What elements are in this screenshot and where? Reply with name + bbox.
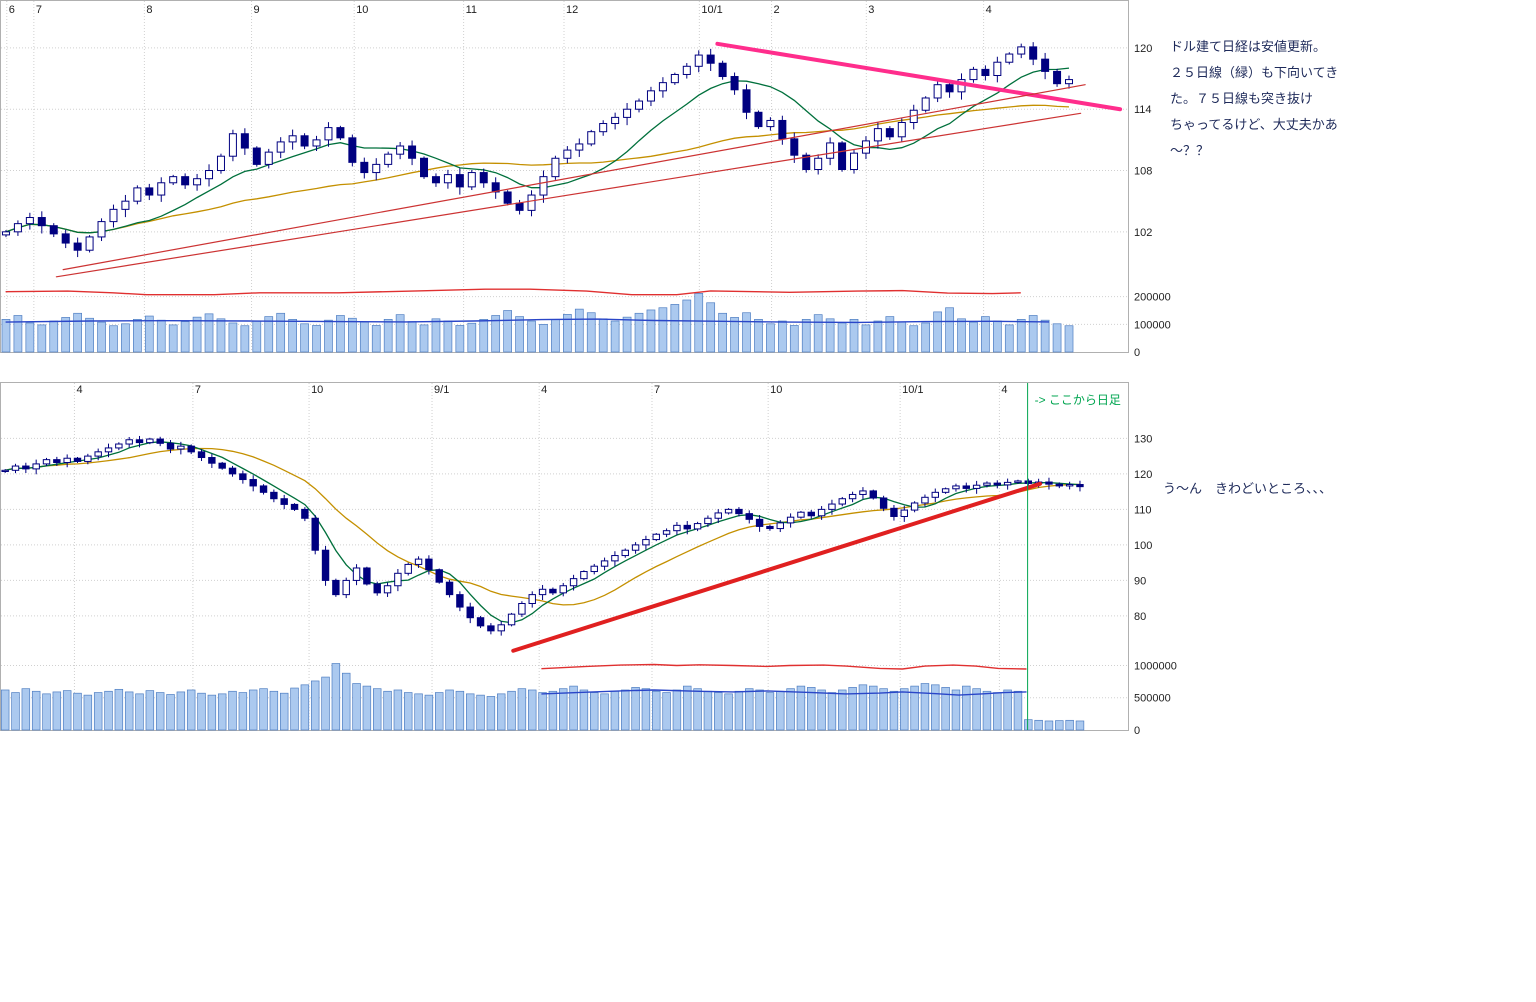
volume-red-line (541, 663, 1027, 670)
trendline (62, 84, 1086, 271)
dollar-nikkei-weekly-chart: 4 7 10 9/1 4 7 10 10/1 4 130 120 110 100 90 80 1000000 5… (0, 382, 1177, 734)
y-axis-label: 130 (1134, 433, 1152, 445)
volume-bars (1, 293, 1074, 353)
x-axis-label: 7 (195, 384, 201, 396)
bottom-chart-comment: う～ん きわどいところ、、、 (1163, 481, 1333, 496)
volume-blue-line (541, 689, 1027, 696)
daily-start-label: -> ここから日足 (1035, 393, 1121, 407)
x-axis-label: 2 (774, 4, 780, 16)
ma-orange-line (5, 447, 1081, 606)
x-axis-label: 9 (254, 4, 260, 16)
x-axis-label: 4 (76, 384, 82, 396)
volume-axis-label: 0 (1134, 347, 1140, 359)
trendline (715, 41, 1123, 112)
y-axis-label: 102 (1134, 227, 1152, 239)
candlestick-series (1, 435, 1084, 636)
ma-green-line (5, 441, 1081, 624)
y-axis-label: 110 (1134, 504, 1152, 516)
grid-layer: 6 7 8 9 10 11 12 10/1 2 3 4 120 114 108 102 200000 10000… (1, 1, 1171, 359)
x-axis-label: 4 (541, 384, 547, 396)
volume-red-line (5, 288, 1021, 296)
y-axis-label: 114 (1134, 104, 1152, 116)
x-axis-label: 8 (146, 4, 152, 16)
x-axis-label: 9/1 (434, 384, 449, 396)
trendline (511, 481, 1043, 653)
x-axis-label: 11 (466, 4, 477, 16)
chart-border (0, 0, 1129, 353)
y-axis-label: 108 (1134, 166, 1152, 178)
volume-axis-label: 0 (1134, 725, 1140, 734)
volume-axis-label: 100000 (1134, 319, 1171, 331)
grid-layer: 4 7 10 9/1 4 7 10 10/1 4 130 120 110 100 90 80 1000000 5… (1, 383, 1177, 734)
candlestick-series (1, 42, 1074, 258)
ma-green-line (5, 67, 1070, 234)
x-axis-label: 12 (566, 4, 578, 16)
x-axis-label: 7 (36, 4, 42, 16)
volume-axis-label: 1000000 (1134, 660, 1177, 672)
volume-blue-line (5, 318, 1050, 324)
volume-axis-label: 500000 (1134, 693, 1171, 705)
y-axis-label: 120 (1134, 43, 1152, 55)
x-axis-label: 6 (9, 4, 15, 16)
chart-border (0, 382, 1129, 731)
volume-axis-label: 200000 (1134, 292, 1171, 304)
y-axis-label: 100 (1134, 540, 1152, 552)
x-axis-label: 10 (311, 384, 323, 396)
x-axis-label: 7 (654, 384, 660, 396)
x-axis-label: 4 (1001, 384, 1007, 396)
x-axis-label: 10 (356, 4, 368, 16)
y-axis-label: 90 (1134, 575, 1146, 587)
top-chart-comment: ドル建て日経は安値更新。 ２５日線（緑）も下向いてき た。７５日線も突き抜け ち… (1170, 39, 1339, 158)
y-axis-label: 120 (1134, 469, 1152, 481)
x-axis-label: 10 (770, 384, 782, 396)
x-axis-label: 4 (986, 4, 992, 16)
ma-orange-line (5, 104, 1070, 234)
x-axis-label: 3 (868, 4, 874, 16)
y-axis-label: 80 (1134, 611, 1146, 623)
dollar-nikkei-daily-chart: 6 7 8 9 10 11 12 10/1 2 3 4 120 114 108 102 200000 10000… (0, 0, 1171, 359)
trendline (55, 112, 1082, 278)
volume-bars (0, 663, 1085, 731)
x-axis-label: 10/1 (902, 384, 923, 396)
x-axis-label: 10/1 (701, 4, 722, 16)
